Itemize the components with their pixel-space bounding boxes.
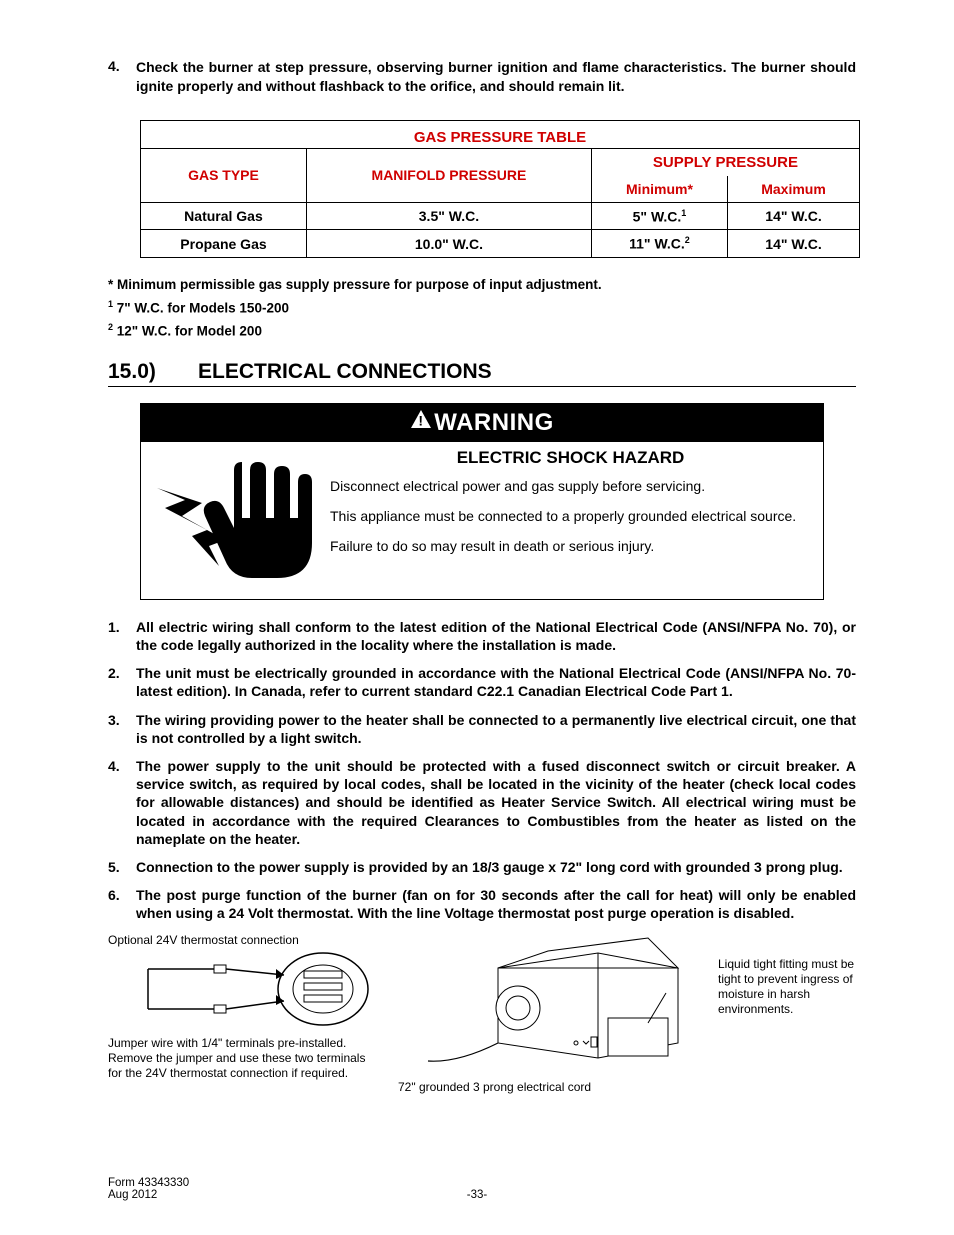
section-heading: 15.0) ELECTRICAL CONNECTIONS bbox=[108, 360, 856, 387]
cell-manifold: 3.5" W.C. bbox=[306, 202, 591, 230]
cell-type: Natural Gas bbox=[141, 202, 307, 230]
page-number: -33- bbox=[0, 1189, 954, 1201]
warning-p2: This appliance must be connected to a pr… bbox=[330, 508, 811, 524]
form-number: Form 43343330 bbox=[108, 1177, 189, 1189]
col-max: Maximum bbox=[728, 176, 860, 203]
cell-manifold: 10.0" W.C. bbox=[306, 230, 591, 258]
rule-item: The wiring providing power to the heater… bbox=[108, 711, 856, 747]
instruction-text: Check the burner at step pressure, obser… bbox=[136, 58, 856, 96]
table-footnotes: * Minimum permissible gas supply pressur… bbox=[108, 274, 856, 344]
warning-p1: Disconnect electrical power and gas supp… bbox=[330, 478, 811, 494]
thermostat-diagram: Optional 24V thermostat connection Jumpe… bbox=[108, 933, 378, 1095]
shock-hand-icon bbox=[141, 442, 326, 599]
hazard-title: ELECTRIC SHOCK HAZARD bbox=[330, 448, 811, 468]
col-gas-type: GAS TYPE bbox=[141, 148, 307, 202]
diagram-row: Optional 24V thermostat connection Jumpe… bbox=[108, 933, 856, 1095]
heater-diagram: 72" grounded 3 prong electrical cord bbox=[398, 933, 698, 1095]
thermostat-caption-bottom: Jumper wire with 1/4" terminals pre-inst… bbox=[108, 1036, 378, 1081]
footnote-1: 1 7" W.C. for Models 150-200 bbox=[108, 297, 856, 320]
cell-min: 11" W.C.2 bbox=[591, 230, 727, 258]
table-row: Propane Gas 10.0" W.C. 11" W.C.2 14" W.C… bbox=[141, 230, 860, 258]
rule-item: The post purge function of the burner (f… bbox=[108, 886, 856, 922]
cell-min: 5" W.C.1 bbox=[591, 202, 727, 230]
warning-text: ELECTRIC SHOCK HAZARD Disconnect electri… bbox=[326, 442, 823, 599]
section-title: ELECTRICAL CONNECTIONS bbox=[198, 360, 492, 384]
cell-max: 14" W.C. bbox=[728, 230, 860, 258]
warning-triangle-icon: ! bbox=[410, 408, 432, 436]
rule-item: The unit must be electrically grounded i… bbox=[108, 664, 856, 700]
footnote-2: 2 12" W.C. for Model 200 bbox=[108, 320, 856, 343]
thermostat-svg bbox=[108, 951, 378, 1027]
cell-type: Propane Gas bbox=[141, 230, 307, 258]
cord-caption: 72" grounded 3 prong electrical cord bbox=[398, 1080, 698, 1095]
rule-item: All electric wiring shall conform to the… bbox=[108, 618, 856, 654]
warning-p3: Failure to do so may result in death or … bbox=[330, 538, 811, 554]
table-row: Natural Gas 3.5" W.C. 5" W.C.1 14" W.C. bbox=[141, 202, 860, 230]
col-manifold: MANIFOLD PRESSURE bbox=[306, 148, 591, 202]
thermostat-caption-top: Optional 24V thermostat connection bbox=[108, 933, 378, 947]
svg-text:!: ! bbox=[419, 412, 424, 428]
instruction-number: 4. bbox=[108, 58, 136, 96]
warning-box: ! WARNING ELECTRIC SHOCK HAZARD Disconne… bbox=[140, 403, 824, 600]
warning-banner: ! WARNING bbox=[141, 404, 823, 442]
footnote-star: * Minimum permissible gas supply pressur… bbox=[108, 274, 856, 297]
rule-item: Connection to the power supply is provid… bbox=[108, 858, 856, 876]
table-title: GAS PRESSURE TABLE bbox=[141, 120, 860, 148]
rule-item: The power supply to the unit should be p… bbox=[108, 757, 856, 848]
fitting-caption: Liquid tight fitting must be tight to pr… bbox=[718, 933, 856, 1095]
cell-max: 14" W.C. bbox=[728, 202, 860, 230]
instruction-item-4: 4. Check the burner at step pressure, ob… bbox=[108, 58, 856, 96]
section-number: 15.0) bbox=[108, 360, 198, 384]
col-min: Minimum* bbox=[591, 176, 727, 203]
rules-list: All electric wiring shall conform to the… bbox=[108, 618, 856, 923]
heater-svg bbox=[398, 933, 698, 1073]
col-supply: SUPPLY PRESSURE bbox=[591, 148, 859, 176]
gas-pressure-table: GAS PRESSURE TABLE GAS TYPE MANIFOLD PRE… bbox=[140, 120, 860, 258]
